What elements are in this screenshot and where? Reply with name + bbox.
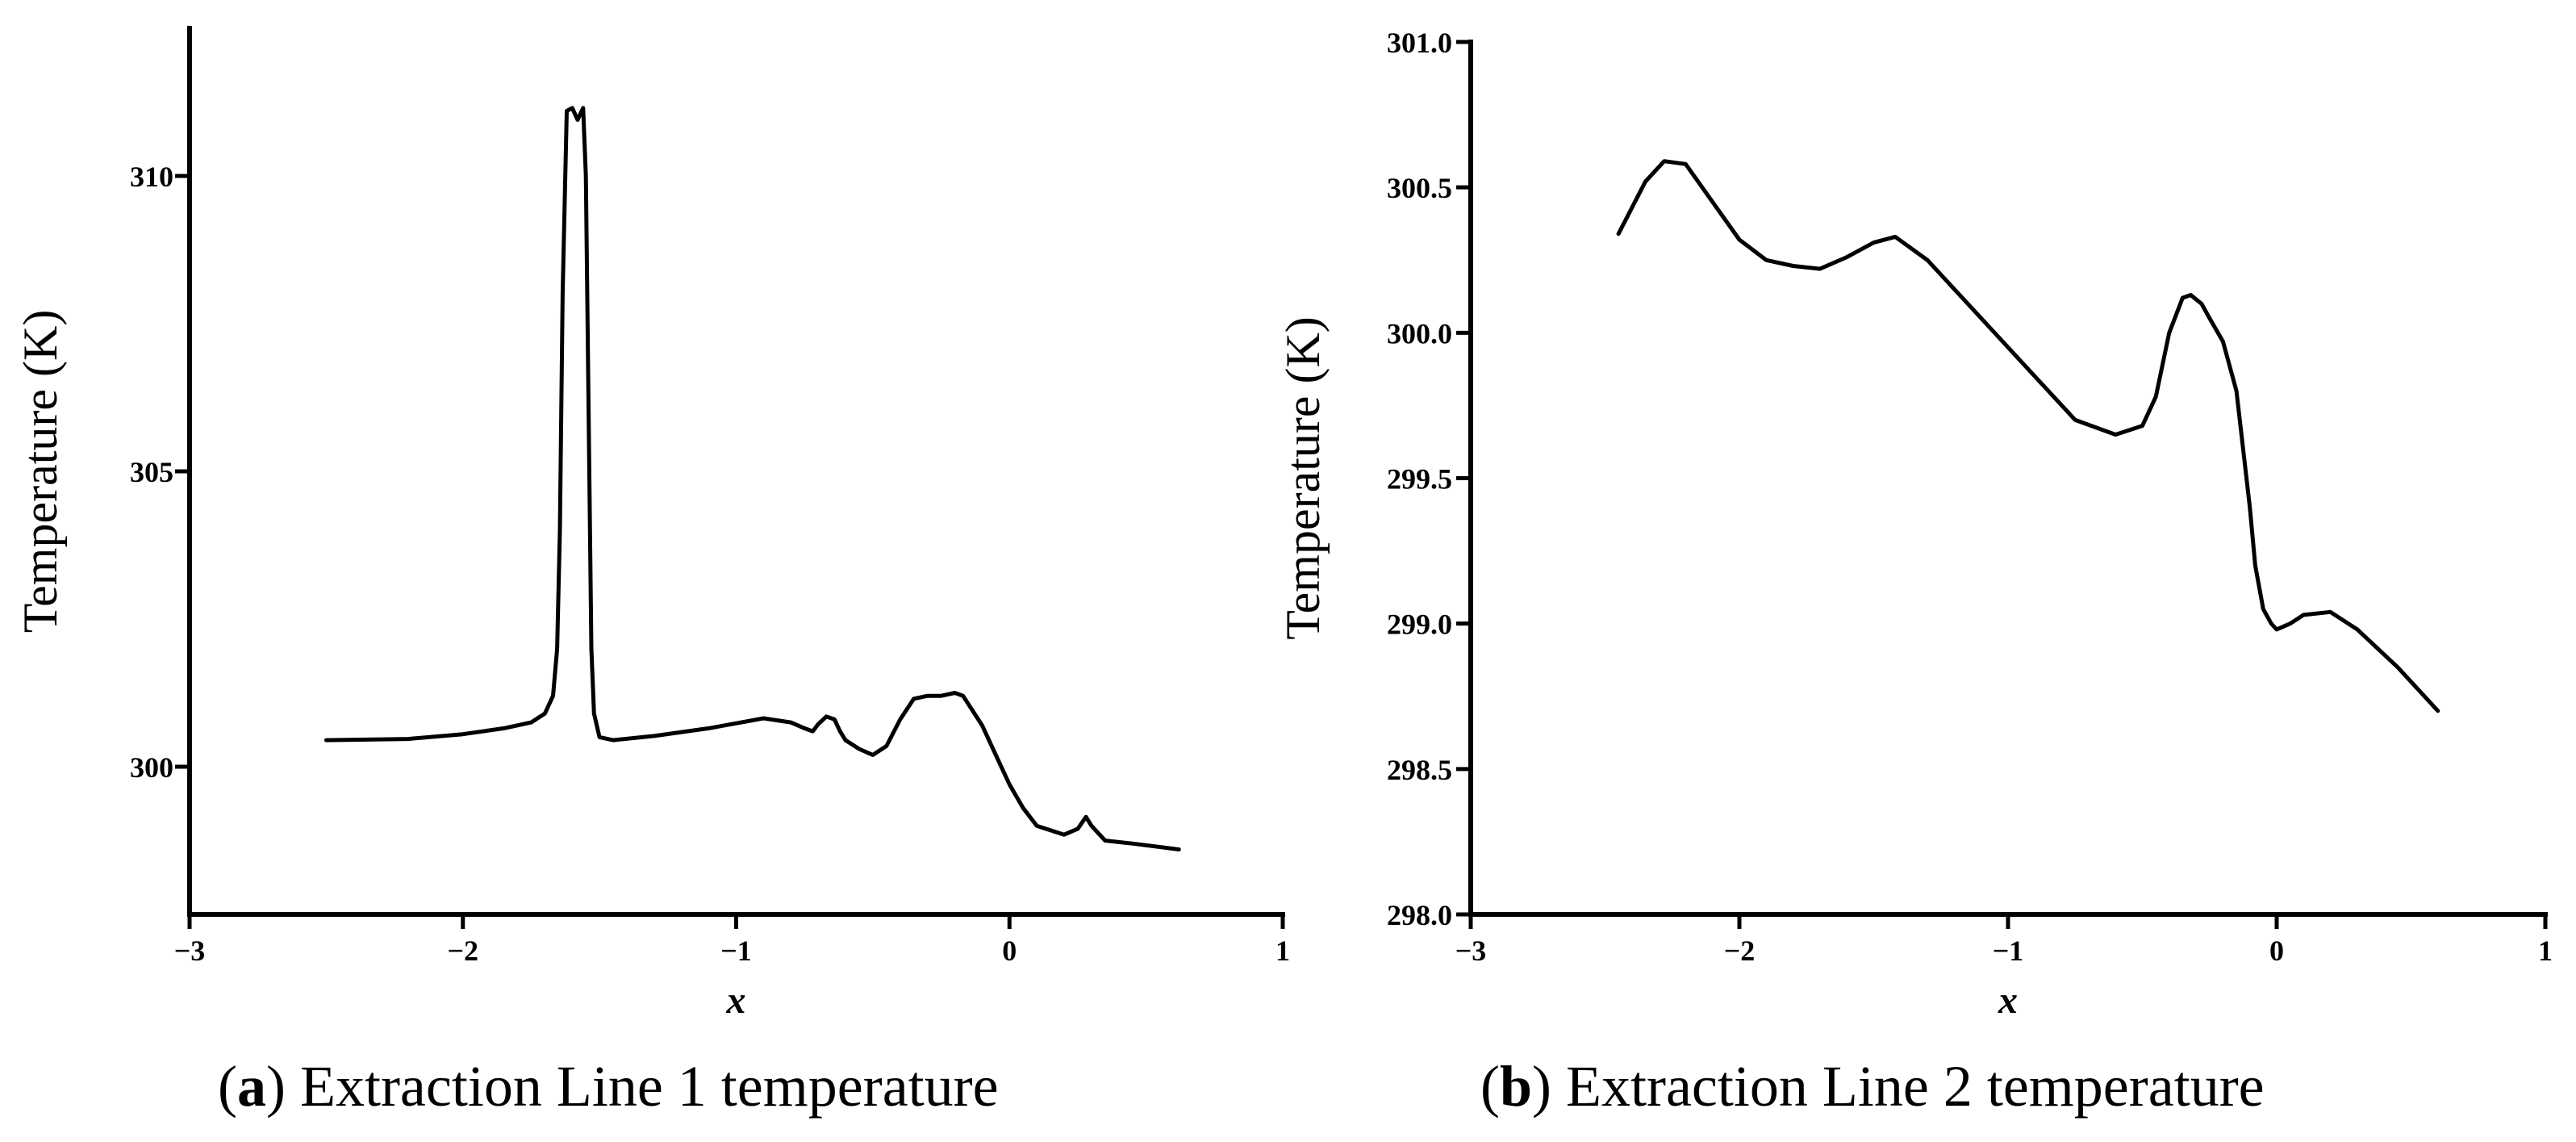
y-tick-label: 310 — [130, 161, 173, 193]
x-tick-label: −1 — [720, 935, 752, 967]
caption-b: (b) Extraction Line 2 temperature — [1480, 1054, 2265, 1119]
x-tick-label: 1 — [1275, 935, 1290, 967]
x-tick-label: −2 — [1724, 935, 1756, 967]
x-tick-label: −3 — [1455, 935, 1487, 967]
y-tick-label: 299.0 — [1387, 609, 1452, 641]
y-tick-label: 300.0 — [1387, 317, 1452, 349]
caption-b-letter: b — [1499, 1054, 1533, 1119]
caption-b-text: Extraction Line 2 temperature — [1566, 1054, 2265, 1119]
caption-a-letter: a — [236, 1054, 266, 1119]
x-axis-title: x — [1998, 979, 2018, 1022]
x-tick-label: −1 — [1993, 935, 2024, 967]
x-axis-title: x — [726, 979, 746, 1022]
y-tick-label: 298.5 — [1387, 754, 1452, 786]
y-axis-title: Temperature (K) — [1276, 316, 1330, 640]
caption-a-text: Extraction Line 1 temperature — [299, 1054, 999, 1119]
x-tick-label: 0 — [2269, 935, 2284, 967]
y-tick-label: 298.0 — [1387, 899, 1452, 931]
y-tick-label: 305 — [130, 456, 173, 488]
x-tick-label: −2 — [447, 935, 478, 967]
y-tick-label: 301.0 — [1387, 27, 1452, 59]
chart-panel-b: −3 −2 −1 0 1 298.0 298.5 299.0 299.5 300.0 300.5 30… — [1276, 27, 2553, 1022]
y-tick-label: 300.5 — [1387, 172, 1452, 204]
x-tick-label: 0 — [1002, 935, 1017, 967]
chart-panel-a: −3 −2 −1 0 1 300 305 310 Temperature (K) x — [14, 26, 1290, 1022]
series-line-a — [324, 106, 1181, 851]
x-tick-label: −3 — [174, 935, 206, 967]
y-tick-label: 299.5 — [1387, 463, 1452, 496]
caption-a: (a) Extraction Line 1 temperature — [218, 1054, 999, 1119]
y-axis-title: Temperature (K) — [14, 310, 67, 634]
x-tick-label: 1 — [2538, 935, 2553, 967]
series-line-b — [1616, 159, 2440, 713]
y-tick-label: 300 — [130, 751, 173, 784]
